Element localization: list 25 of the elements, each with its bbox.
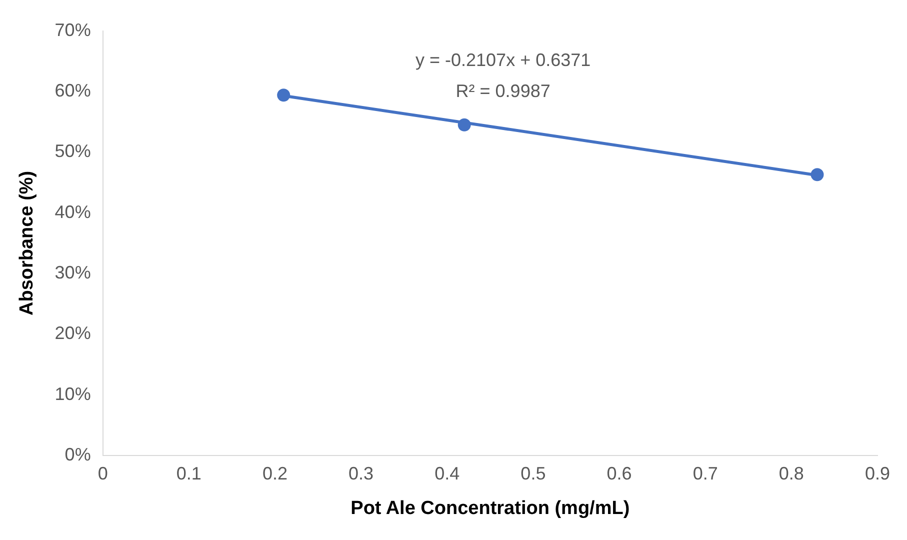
x-tick-label: 0.6 — [606, 463, 632, 484]
point — [810, 168, 824, 182]
x-tick-label: 0.5 — [520, 463, 546, 484]
y-tick-label: 0% — [64, 444, 91, 465]
x-tick-label: 0.7 — [692, 463, 718, 484]
x-tick-label: 0.9 — [864, 463, 890, 484]
x-tick-label: 0.3 — [348, 463, 374, 484]
y-tick-label: 30% — [54, 262, 91, 283]
x-tick-label: 0.2 — [262, 463, 288, 484]
annotation: y = -0.2107x + 0.6371 — [416, 50, 591, 70]
y-tick-label: 40% — [54, 202, 91, 222]
x-tick-label: 0 — [98, 463, 108, 484]
y-tick-label: 60% — [54, 80, 91, 100]
x-axis-title: Pot Ale Concentration (mg/mL) — [350, 498, 630, 519]
y-tick-label: 20% — [54, 323, 91, 344]
point — [277, 88, 290, 102]
x-tick-label: 0.1 — [176, 463, 202, 484]
x-tick-label: 0.8 — [778, 463, 804, 484]
annotation: R² = 0.9987 — [456, 80, 550, 101]
y-tick-label: 70% — [54, 20, 91, 40]
y-axis-title: Absorbance (%) — [16, 170, 38, 316]
x-tick-label: 0.4 — [434, 463, 460, 484]
y-tick-label: 50% — [54, 141, 91, 162]
point — [458, 118, 471, 132]
y-tick-label: 10% — [54, 384, 91, 404]
